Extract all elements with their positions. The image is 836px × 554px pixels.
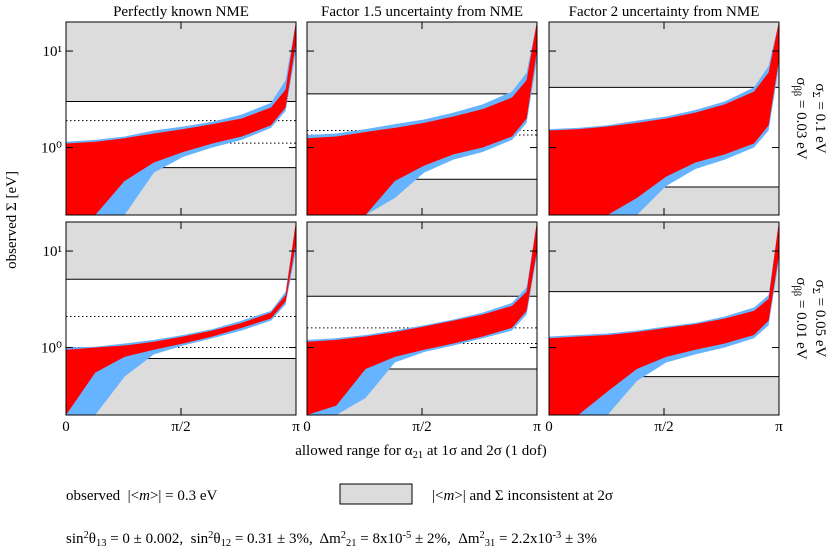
- y-tick-label: 10¹: [43, 44, 63, 60]
- panel: [549, 22, 779, 215]
- text-part: ββ: [791, 85, 802, 96]
- panel: [307, 22, 537, 215]
- text-part: ββ: [791, 285, 802, 296]
- panel: [549, 222, 779, 415]
- text-part: at 1σ and 2σ (1 dof): [423, 443, 547, 459]
- text-part: = 0.1 eV: [812, 98, 828, 154]
- text-part: 12: [221, 538, 232, 549]
- legend-text: observed |<m>| = 0.3 eV: [66, 488, 218, 504]
- text-part: Σ: [810, 288, 821, 294]
- text-part: σ: [793, 277, 809, 285]
- x-tick-label: π/2: [654, 419, 673, 435]
- row-label: σΣ = 0.1 eV: [810, 83, 828, 153]
- panel-title: Factor 2 uncertainty from NME: [569, 4, 760, 20]
- text-part: 2: [341, 530, 346, 541]
- inconsistent-region: [66, 22, 296, 102]
- text-part: -3: [553, 530, 562, 541]
- x-tick-label: π: [292, 419, 300, 435]
- x-tick-label: π: [533, 419, 541, 435]
- text-part: m: [443, 488, 454, 504]
- text-part: = 0.01 eV: [793, 296, 809, 360]
- inconsistent-region: [549, 222, 779, 292]
- band: [66, 222, 296, 415]
- y-tick-label: 10⁰: [41, 141, 62, 157]
- legend-text: |<m>| and Σ inconsistent at 2σ: [432, 488, 613, 504]
- inconsistent-region: [307, 222, 537, 297]
- text-part: allowed range for α: [295, 443, 413, 459]
- text-part: ± 2%, Δm: [411, 531, 480, 547]
- text-part: 13: [96, 538, 107, 549]
- x-tick-label: π: [775, 419, 783, 435]
- y-tick-label: 10⁰: [41, 341, 62, 357]
- text-part: |<: [432, 488, 443, 504]
- text-part: = 0.05 eV: [812, 294, 828, 358]
- inconsistent-region: [307, 22, 537, 94]
- text-part: = 2.2x10: [495, 531, 552, 547]
- y-axis-label: observed Σ [eV]: [4, 171, 20, 269]
- text-part: = 0.31 ± 3%, Δm: [231, 531, 341, 547]
- legend-swatch: [339, 483, 413, 505]
- panel-title: Factor 1.5 uncertainty from NME: [321, 4, 523, 20]
- text-part: sin: [66, 531, 84, 547]
- row-label: σββ = 0.03 eV: [791, 77, 809, 159]
- x-tick-label: 0: [545, 419, 553, 435]
- text-part: 2: [84, 530, 89, 541]
- y-tick-label: 10¹: [43, 244, 63, 260]
- text-part: ± 3%: [561, 531, 597, 547]
- band: [66, 22, 296, 215]
- panel: [66, 222, 296, 415]
- row-label: σΣ = 0.05 eV: [810, 280, 828, 358]
- x-axis-label: allowed range for α21 at 1σ and 2σ (1 do…: [295, 443, 547, 461]
- text-part: -5: [403, 530, 412, 541]
- band: [307, 222, 537, 415]
- inconsistent-region: [66, 222, 296, 280]
- text-part: σ: [812, 280, 828, 288]
- text-part: >| = 0.3 eV: [150, 488, 218, 504]
- text-part: σ: [793, 77, 809, 85]
- band: [549, 222, 779, 415]
- text-part: 31: [485, 538, 496, 549]
- text-part: 21: [346, 538, 357, 549]
- band: [549, 22, 779, 215]
- text-part: Σ: [810, 92, 821, 98]
- text-part: = 0.03 eV: [793, 96, 809, 160]
- text-part: observed Σ [eV]: [4, 171, 20, 269]
- text-part: >| and Σ inconsistent at 2σ: [454, 488, 613, 504]
- text-part: = 8x10: [357, 531, 403, 547]
- text-part: σ: [812, 83, 828, 91]
- text-part: m: [139, 488, 150, 504]
- text-part: θ: [213, 531, 220, 547]
- text-part: 2: [480, 530, 485, 541]
- text-part: 2: [208, 530, 213, 541]
- x-tick-label: 0: [62, 419, 70, 435]
- panel-title: Perfectly known NME: [113, 4, 249, 20]
- footer-text: sin2θ13 = 0 ± 0.002, sin2θ12 = 0.31 ± 3%…: [66, 530, 597, 549]
- x-tick-label: π/2: [171, 419, 190, 435]
- text-part: 21: [413, 450, 424, 461]
- text-part: observed |<: [66, 488, 139, 504]
- band: [307, 22, 537, 215]
- row-label: σββ = 0.01 eV: [791, 277, 809, 359]
- panel: [307, 222, 537, 415]
- panel: [66, 22, 296, 215]
- inconsistent-region: [549, 22, 779, 88]
- x-tick-label: π/2: [412, 419, 431, 435]
- x-tick-label: 0: [303, 419, 311, 435]
- text-part: = 0 ± 0.002, sin: [106, 531, 208, 547]
- text-part: θ: [89, 531, 96, 547]
